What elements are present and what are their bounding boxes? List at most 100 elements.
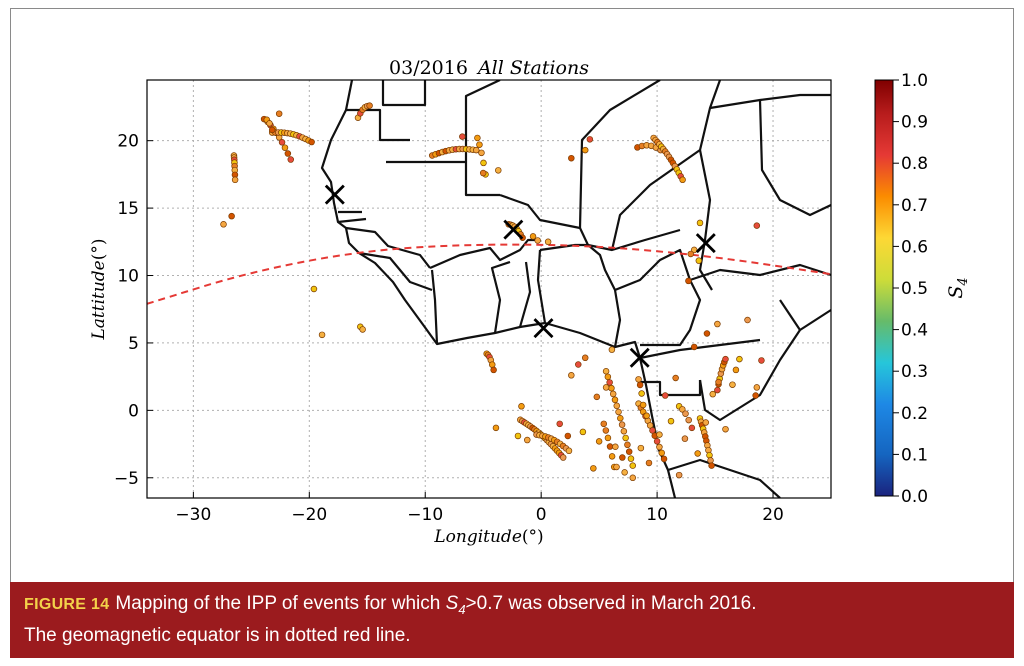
y-axis-label-unit: (°) — [89, 238, 109, 260]
y-tick-label-1: 15 — [117, 199, 139, 219]
ipp-point-213 — [685, 277, 692, 285]
caption-s: S — [445, 593, 459, 614]
ipp-point-81 — [679, 176, 686, 184]
ipp-point-249 — [702, 419, 710, 426]
colorbar-ticks: 1.0 0.9 0.8 0.7 0.6 0.5 0.4 0.3 0.2 0.1 0.0 — [893, 71, 928, 507]
ipp-point-25 — [266, 120, 273, 127]
ipp-point-230 — [518, 403, 525, 410]
border-sahara-1 — [381, 80, 427, 107]
colorbar-tick-label-5: 0.5 — [901, 279, 928, 299]
ipp-point-144 — [627, 455, 635, 462]
ipp-point-176 — [714, 386, 721, 394]
ipp-point-238 — [629, 474, 637, 482]
border-mali-burkina — [429, 238, 540, 270]
ipp-point-243 — [694, 450, 701, 457]
y-tick-label-2: 10 — [117, 267, 139, 287]
ipp-point-94 — [488, 361, 496, 368]
ipp-point-214 — [753, 222, 761, 229]
ipp-point-218 — [715, 378, 722, 386]
ipp-point-57 — [478, 149, 485, 157]
ipp-point-248 — [579, 428, 587, 436]
ipp-point-162 — [658, 449, 665, 457]
scatter-map-figure: 03/2016 All Stations −30 −20 −10 0 10 2 — [89, 57, 971, 547]
chart-title: 03/2016 All Stations — [389, 57, 589, 79]
plot-area — [147, 80, 831, 498]
ipp-point-26 — [268, 126, 276, 134]
colorbar-label-s: S — [945, 286, 967, 299]
ipp-point-220 — [752, 392, 759, 399]
ipp-point-143 — [625, 448, 633, 455]
colorbar-label-sub: 4 — [956, 277, 971, 286]
ipp-point-137 — [615, 408, 622, 416]
y-tick-label-0: 20 — [117, 132, 139, 152]
chart-title-italic: All Stations — [476, 57, 589, 79]
ipp-point-201 — [459, 133, 466, 140]
caption-s-sub: 4 — [458, 601, 466, 617]
y-axis-label-text: Lattitude — [89, 260, 109, 340]
ipp-point-139 — [618, 421, 626, 428]
ipp-point-255 — [619, 454, 626, 461]
ipp-point-232 — [524, 436, 531, 444]
ipp-point-258 — [590, 465, 597, 472]
ipp-point-217 — [709, 390, 716, 398]
colorbar-tick-label-2: 0.8 — [901, 154, 928, 174]
border-mauritania-mali — [386, 160, 500, 197]
border-algeria-mali — [464, 80, 501, 162]
ipp-point-257 — [722, 425, 729, 433]
ipp-point-95 — [490, 366, 497, 374]
ipp-point-186 — [682, 410, 689, 417]
border-guinea — [358, 251, 433, 292]
colorbar-label: S4 — [945, 277, 971, 298]
ipp-point-231 — [514, 432, 522, 440]
y-tick-label-4: 0 — [128, 401, 139, 421]
colorbar-tick-label-1: 0.9 — [901, 113, 928, 133]
border-sudan — [709, 93, 831, 110]
x-tick-label-0: −30 — [175, 505, 211, 525]
border-chad-sudan — [698, 149, 713, 291]
y-tick-label-3: 5 — [128, 334, 139, 354]
ipp-point-225 — [593, 393, 601, 401]
ipp-point-237 — [621, 469, 628, 476]
border-drc-south — [667, 458, 781, 498]
colorbar-tick-label-0: 1.0 — [901, 71, 928, 91]
border-car — [689, 263, 831, 282]
ipp-point-132 — [606, 379, 613, 386]
ipp-point-58 — [480, 159, 487, 167]
colorbar — [874, 79, 894, 497]
ipp-point-200 — [495, 167, 502, 174]
x-tick-label-1: −20 — [291, 505, 327, 525]
ipp-point-191 — [638, 390, 645, 397]
caption-text-2: >0.7 was observed in March 2016. — [465, 593, 757, 614]
border-niger-libya — [578, 80, 661, 229]
ipp-point-239 — [643, 412, 650, 419]
ipp-point-131 — [604, 373, 612, 381]
ipp-point-54 — [472, 146, 480, 154]
ipp-point-163 — [660, 455, 668, 463]
ipp-point-242 — [681, 435, 689, 442]
ipp-point-235 — [595, 438, 603, 445]
ipp-point-193 — [275, 110, 283, 117]
station-markers — [324, 184, 716, 368]
border-sudan-east — [758, 99, 831, 217]
ipp-point-133 — [608, 384, 615, 392]
x-tick-label-3: 0 — [536, 505, 547, 525]
border-benin — [536, 249, 547, 324]
ipp-point-146 — [600, 420, 608, 428]
ipp-point-228 — [581, 354, 589, 362]
ipp-point-234 — [564, 432, 572, 440]
ipp-point-254 — [612, 443, 619, 451]
figure-caption: FIGURE 14 Mapping of the IPP of events fo… — [10, 582, 1014, 658]
ipp-point-117 — [559, 454, 567, 461]
ipp-point-219 — [753, 384, 761, 391]
plot-border — [146, 79, 832, 499]
ipp-point-199 — [359, 326, 366, 333]
ipp-point-183 — [722, 355, 729, 363]
ipp-point-236 — [613, 463, 620, 471]
ipp-point-135 — [611, 396, 619, 404]
chart-title-date: 03/2016 — [389, 57, 468, 79]
x-axis-label-text: Longitude — [433, 527, 522, 547]
x-axis-label: Longitude(°) — [433, 527, 543, 547]
colorbar-tick-label-10: 0.0 — [901, 487, 928, 507]
ipp-point-247 — [637, 444, 645, 452]
ipp-point-6 — [281, 144, 289, 151]
